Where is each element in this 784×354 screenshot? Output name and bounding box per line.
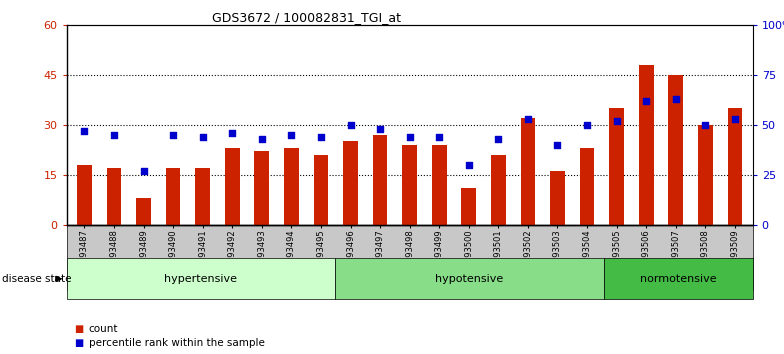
Point: [314, 134, 327, 139]
Point: [640, 98, 652, 104]
Text: hypertensive: hypertensive: [165, 274, 238, 284]
Bar: [284, 148, 299, 225]
Point: [78, 128, 91, 133]
Bar: [136, 198, 151, 225]
Point: [374, 126, 387, 132]
Bar: [77, 165, 92, 225]
Bar: [107, 168, 122, 225]
Bar: [343, 142, 358, 225]
Bar: [491, 155, 506, 225]
Bar: [402, 145, 417, 225]
Point: [256, 136, 268, 142]
Point: [463, 162, 475, 168]
Point: [492, 136, 505, 142]
Text: normotensive: normotensive: [640, 274, 717, 284]
Bar: [372, 135, 387, 225]
Point: [670, 96, 682, 102]
Point: [433, 134, 445, 139]
Point: [611, 118, 623, 124]
Bar: [728, 108, 742, 225]
Bar: [225, 148, 240, 225]
Bar: [698, 125, 713, 225]
Bar: [550, 171, 565, 225]
Point: [344, 122, 357, 128]
Point: [521, 116, 534, 122]
Bar: [195, 168, 210, 225]
Text: disease state: disease state: [2, 274, 71, 284]
Text: ■: ■: [74, 324, 84, 334]
Point: [285, 132, 298, 138]
Text: GDS3672 / 100082831_TGI_at: GDS3672 / 100082831_TGI_at: [212, 11, 401, 24]
Point: [196, 134, 209, 139]
Point: [137, 168, 150, 173]
Point: [167, 132, 180, 138]
Point: [551, 142, 564, 148]
Text: hypotensive: hypotensive: [435, 274, 503, 284]
Point: [107, 132, 120, 138]
Point: [226, 130, 238, 136]
Bar: [432, 145, 447, 225]
Point: [403, 134, 416, 139]
Bar: [639, 65, 654, 225]
Point: [699, 122, 712, 128]
Point: [581, 122, 593, 128]
Text: count: count: [89, 324, 118, 334]
Text: percentile rank within the sample: percentile rank within the sample: [89, 338, 264, 348]
Point: [728, 116, 741, 122]
Bar: [462, 188, 476, 225]
Bar: [165, 168, 180, 225]
Bar: [579, 148, 594, 225]
Bar: [609, 108, 624, 225]
Bar: [314, 155, 328, 225]
Bar: [669, 75, 683, 225]
Bar: [254, 152, 269, 225]
Bar: [521, 118, 535, 225]
Text: ■: ■: [74, 338, 84, 348]
